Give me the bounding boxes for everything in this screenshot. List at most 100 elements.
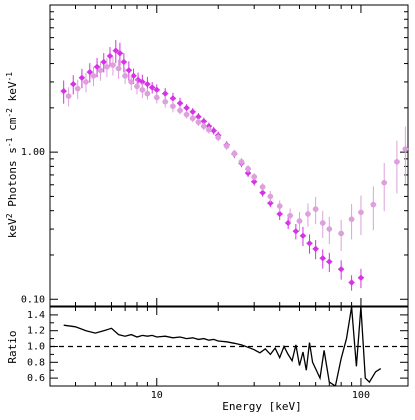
data-point xyxy=(287,212,293,219)
data-point xyxy=(128,79,135,85)
data-point xyxy=(402,146,409,152)
data-point xyxy=(183,104,190,112)
data-series xyxy=(60,40,365,291)
data-point xyxy=(86,68,94,76)
data-point xyxy=(60,87,67,95)
spectrum-plot-frame xyxy=(49,4,409,307)
data-point xyxy=(284,219,292,227)
data-point xyxy=(195,113,202,120)
data-point xyxy=(251,173,257,180)
data-point xyxy=(90,73,97,79)
data-point xyxy=(97,67,104,74)
ratio-line xyxy=(63,307,382,386)
data-point xyxy=(153,86,160,94)
data-point xyxy=(267,193,274,200)
data-point xyxy=(125,67,133,74)
data-point xyxy=(338,230,344,237)
data-point xyxy=(210,127,217,134)
data-point xyxy=(337,266,345,273)
data-point xyxy=(65,93,72,99)
data-point xyxy=(244,169,252,177)
data-point xyxy=(259,184,266,190)
data-point xyxy=(189,108,196,115)
data-point xyxy=(267,199,274,207)
data-point xyxy=(231,150,238,157)
data-point xyxy=(306,240,313,247)
ratio-panel: 0.6 0.8 1.0 1.2 1.4 10 100 xyxy=(27,306,409,401)
data-point xyxy=(112,47,119,54)
spectrum-y-tick-label: 0.10 xyxy=(21,294,45,305)
data-point xyxy=(144,90,151,97)
data-point xyxy=(312,245,319,253)
spectrum-y-axis-label: keV2 Photons s-1 cm-2 keV-1 xyxy=(5,72,19,238)
data-point xyxy=(183,111,190,118)
ratio-y-tick-label: 1.0 xyxy=(27,342,45,353)
data-point xyxy=(189,115,196,122)
data-point xyxy=(326,258,333,265)
data-point xyxy=(115,65,122,72)
data-point xyxy=(100,58,107,66)
data-point xyxy=(78,74,86,82)
data-point xyxy=(292,228,300,235)
data-point xyxy=(238,158,245,165)
data-point xyxy=(195,119,202,125)
ratio-y-axis-label: Ratio xyxy=(6,330,19,363)
data-point xyxy=(170,103,176,110)
data-point xyxy=(348,216,355,223)
data-point xyxy=(106,52,114,60)
data-point xyxy=(177,107,183,114)
data-point xyxy=(200,118,208,125)
data-point xyxy=(223,143,230,149)
ratio-y-tick-label: 1.4 xyxy=(27,310,45,321)
data-point xyxy=(169,95,177,102)
data-point xyxy=(250,178,258,185)
data-point xyxy=(144,80,151,88)
data-point xyxy=(134,83,140,90)
data-point xyxy=(358,209,364,216)
data-point xyxy=(110,62,116,68)
data-point xyxy=(201,123,207,130)
data-point xyxy=(394,158,400,165)
data-point xyxy=(93,63,101,71)
data-point xyxy=(130,72,137,80)
data-point xyxy=(139,78,146,86)
data-point xyxy=(259,189,266,196)
data-point xyxy=(299,232,307,239)
ratio-y-tick-label: 0.6 xyxy=(27,373,45,384)
data-point xyxy=(370,201,377,208)
data-point xyxy=(139,87,146,93)
x-axis-label: Energy [keV] xyxy=(222,400,301,413)
data-point xyxy=(74,85,81,92)
data-point xyxy=(381,179,388,186)
data-point xyxy=(326,226,333,232)
data-point xyxy=(245,166,251,172)
data-point xyxy=(176,100,184,107)
data-point xyxy=(83,79,89,85)
spectrum-panel: 0.10 1.00 xyxy=(21,4,409,307)
data-point xyxy=(276,210,283,218)
data-point xyxy=(319,255,326,262)
data-point xyxy=(215,134,222,141)
data-point xyxy=(120,58,128,66)
data-point xyxy=(149,84,156,91)
ratio-y-tick-label: 1.2 xyxy=(27,326,45,337)
data-point xyxy=(348,279,355,286)
data-point xyxy=(319,220,326,226)
data-point xyxy=(276,203,283,209)
data-point xyxy=(104,64,110,70)
data-point xyxy=(357,274,365,281)
data-point xyxy=(296,218,303,224)
data-point xyxy=(162,90,169,97)
data-point xyxy=(312,206,319,212)
data-point xyxy=(305,211,311,217)
spectrum-y-tick-label: 1.00 xyxy=(21,147,45,158)
data-point xyxy=(122,73,128,79)
x-tick-label: 100 xyxy=(352,390,370,401)
data-series xyxy=(65,56,409,252)
x-tick-label: 10 xyxy=(151,390,163,401)
ratio-y-tick-label: 0.8 xyxy=(27,357,45,368)
data-point xyxy=(162,98,169,105)
data-point xyxy=(153,94,160,101)
